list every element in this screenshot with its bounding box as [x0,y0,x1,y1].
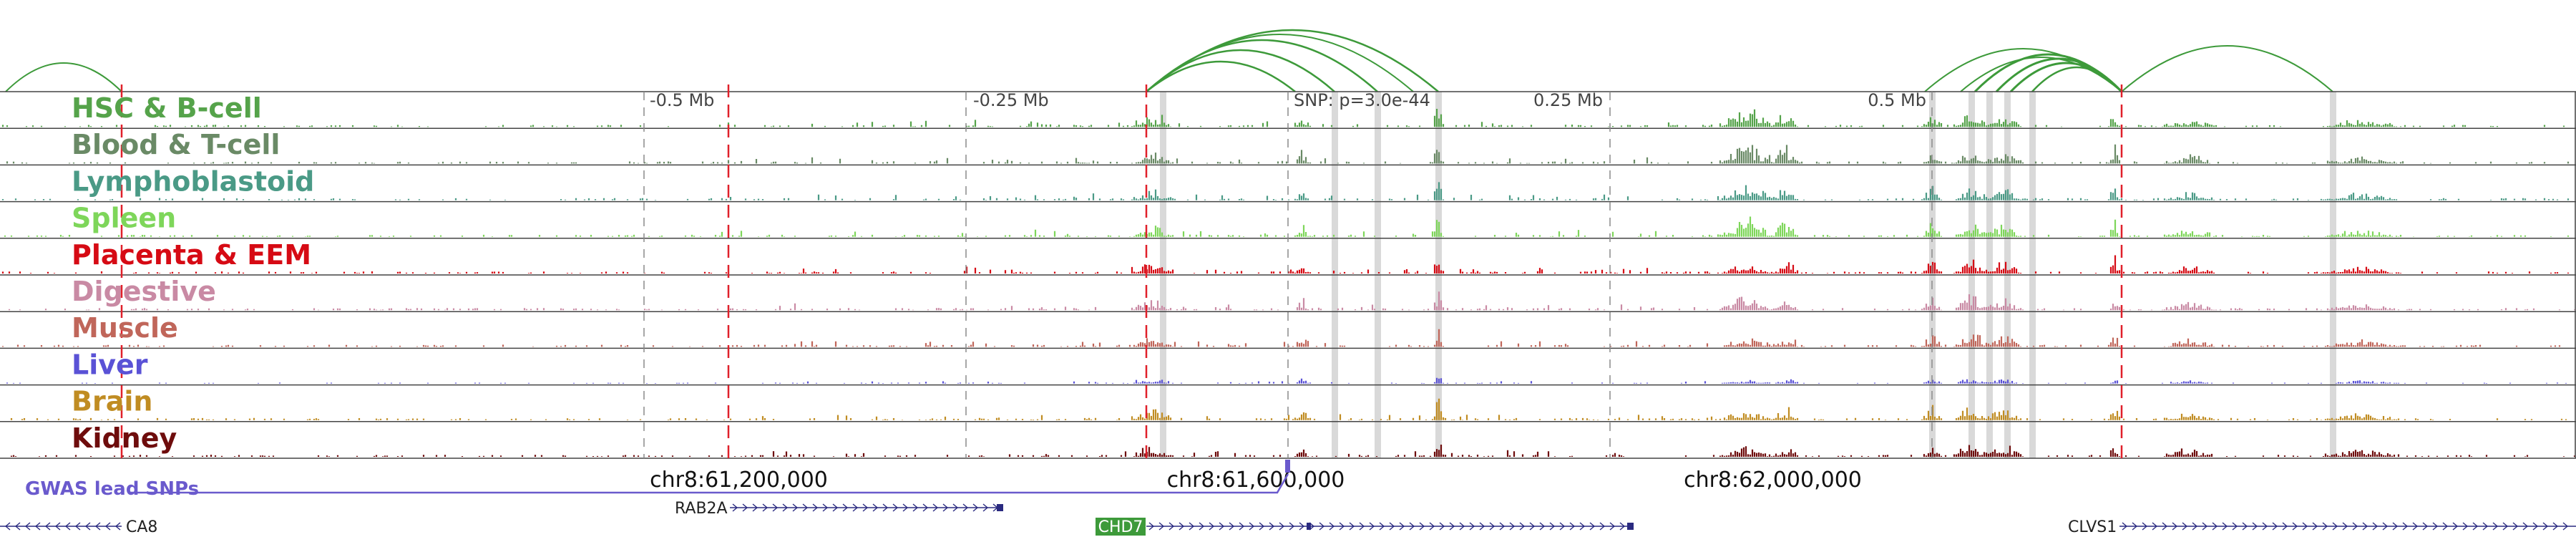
snp-marker-lines [120,84,2123,458]
distance-tick-label: -0.25 Mb [973,90,1049,110]
track-signal [8,291,2576,311]
track-signal [10,445,2576,457]
gene-chd7: CHD7 [1096,518,1634,536]
lead-snp-label: SNP: p=3.0e-44 [1294,90,1430,110]
track-label: Digestive [72,276,216,307]
interaction-arc [2121,45,2333,92]
gene-label-chd7: CHD7 [1098,518,1143,536]
track-signal [1,255,2570,274]
track-signal [6,377,2567,384]
track-label: Brain [72,386,152,417]
track-5 [0,291,2576,312]
track-signal [10,398,2567,420]
interaction-arc [1146,34,1414,92]
track-signal [6,144,2570,164]
distance-ticks: -0.5 Mb -0.25 Mb 0.25 Mb 0.5 Mb [650,90,1926,110]
track-label: HSC & B-cell [72,92,262,124]
gene-label-bg-chd7 [1096,518,1146,536]
track-signal [1,329,2561,347]
coordinate-label: chr8:61,200,000 [650,468,828,493]
track-8 [0,398,2576,422]
track-2 [0,182,2576,203]
distance-tick-label: -0.5 Mb [650,90,714,110]
track-1 [0,144,2576,166]
distance-tick-label: 0.25 Mb [1533,90,1603,110]
track-label: Kidney [72,422,177,454]
gene-label-rab2a: RAB2A [675,500,728,518]
gene-rab2a: RAB2A [675,500,1003,518]
strand-arrow [4,522,121,531]
interaction-arc [1146,49,1335,92]
distance-tick-label: 0.5 Mb [1868,90,1926,110]
track-label: Placenta & EEM [72,239,311,271]
track-signal [4,216,2570,237]
gwas-track-label: GWAS lead SNPs [25,478,199,500]
interaction-arc [5,62,122,92]
track-label: Muscle [72,312,178,344]
track-4 [0,255,2576,276]
strand-arrow [732,503,999,512]
interaction-arc [1146,60,1296,92]
track-label: Spleen [72,203,176,234]
interaction-arc [1960,57,2122,92]
interaction-arc [2031,66,2122,92]
gwas-lead-snp-link [129,473,1289,494]
track-signal [1,182,2570,200]
track-label: Blood & T-cell [72,129,280,160]
track-label: Liver [72,349,148,380]
gene-label-clvs1: CLVS1 [2068,518,2117,536]
strand-arrow [2122,522,2569,531]
gene-clvs1: CLVS1 [2068,518,2576,536]
track-signal [1,109,2565,127]
coordinate-label: chr8:61,600,000 [1167,468,1345,493]
gwas-track: GWAS lead SNPs [25,460,1290,500]
gwas-lead-snp-marker [1285,460,1290,473]
interaction-arcs [5,29,2333,93]
gene-track: CA8 RAB2A CHD7 CLVS1 [0,500,2576,536]
gene-label-ca8: CA8 [126,518,157,536]
track-label: Lymphoblastoid [72,165,314,197]
track-labels: HSC & B-cell Blood & T-cell Lymphoblastoid… [72,92,314,454]
gene-ca8: CA8 [0,518,157,536]
track-7 [0,377,2576,386]
coordinate-labels: chr8:61,200,000 chr8:61,600,000 chr8:62,00… [650,468,1862,493]
strand-arrow [1148,522,1626,531]
coordinate-label: chr8:62,000,000 [1684,468,1862,493]
